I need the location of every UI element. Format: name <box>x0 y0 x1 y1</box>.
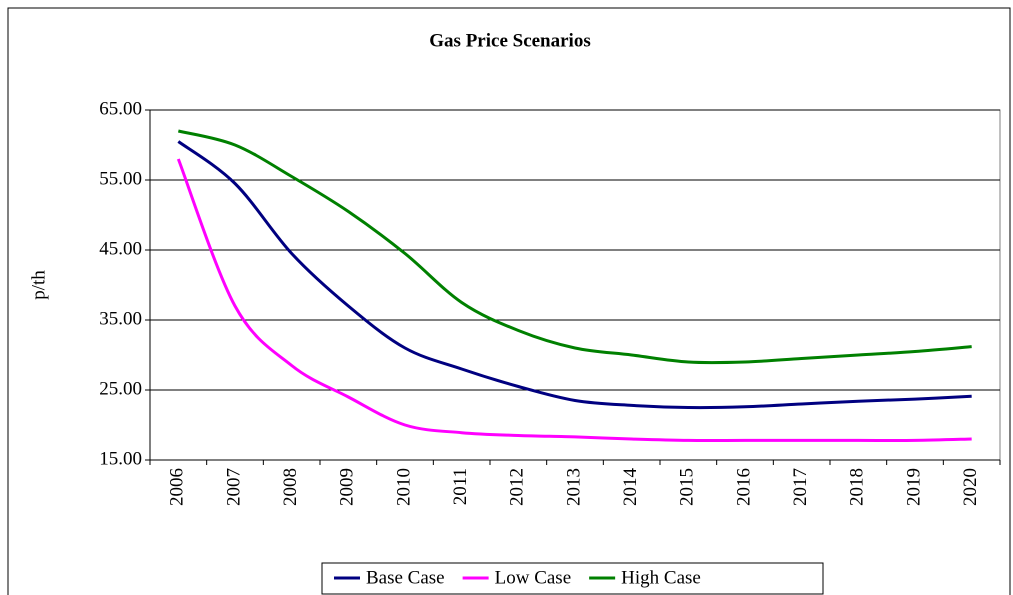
x-tick-label: 2015 <box>677 468 698 506</box>
y-tick-label: 55.00 <box>99 168 142 189</box>
y-tick-label: 65.00 <box>99 98 142 119</box>
x-tick-label: 2018 <box>847 468 868 506</box>
y-tick-label: 45.00 <box>99 238 142 259</box>
y-axis-label: p/th <box>28 270 49 300</box>
x-tick-label: 2006 <box>167 468 188 506</box>
x-tick-label: 2008 <box>280 468 301 506</box>
x-tick-label: 2009 <box>337 468 358 506</box>
x-tick-label: 2016 <box>733 468 754 506</box>
line-series <box>176 158 972 443</box>
legend: Base Case Low Case High Case <box>321 562 824 595</box>
x-tick-label: 2014 <box>620 468 641 507</box>
x-tick-label: 2019 <box>903 468 924 506</box>
plot-area <box>149 109 1001 461</box>
x-tick-label: 2013 <box>563 468 584 506</box>
x-tick-label: 2011 <box>450 468 471 505</box>
chart-title: Gas Price Scenarios <box>429 30 590 51</box>
line-series <box>177 140 972 410</box>
line-series <box>177 129 972 365</box>
legend-box <box>321 562 824 595</box>
x-tick-label: 2007 <box>223 468 244 506</box>
legend-label: Base Case <box>366 567 445 588</box>
y-tick-label: 35.00 <box>99 308 142 329</box>
x-tick-label: 2010 <box>393 468 414 506</box>
legend-label: High Case <box>621 567 701 588</box>
x-tick-label: 2020 <box>960 468 981 506</box>
x-tick-label: 2012 <box>507 468 528 506</box>
x-tick-label: 2017 <box>790 468 811 506</box>
y-tick-label: 25.00 <box>99 378 142 399</box>
legend-label: Low Case <box>495 567 572 588</box>
y-tick-label: 15.00 <box>99 448 142 469</box>
